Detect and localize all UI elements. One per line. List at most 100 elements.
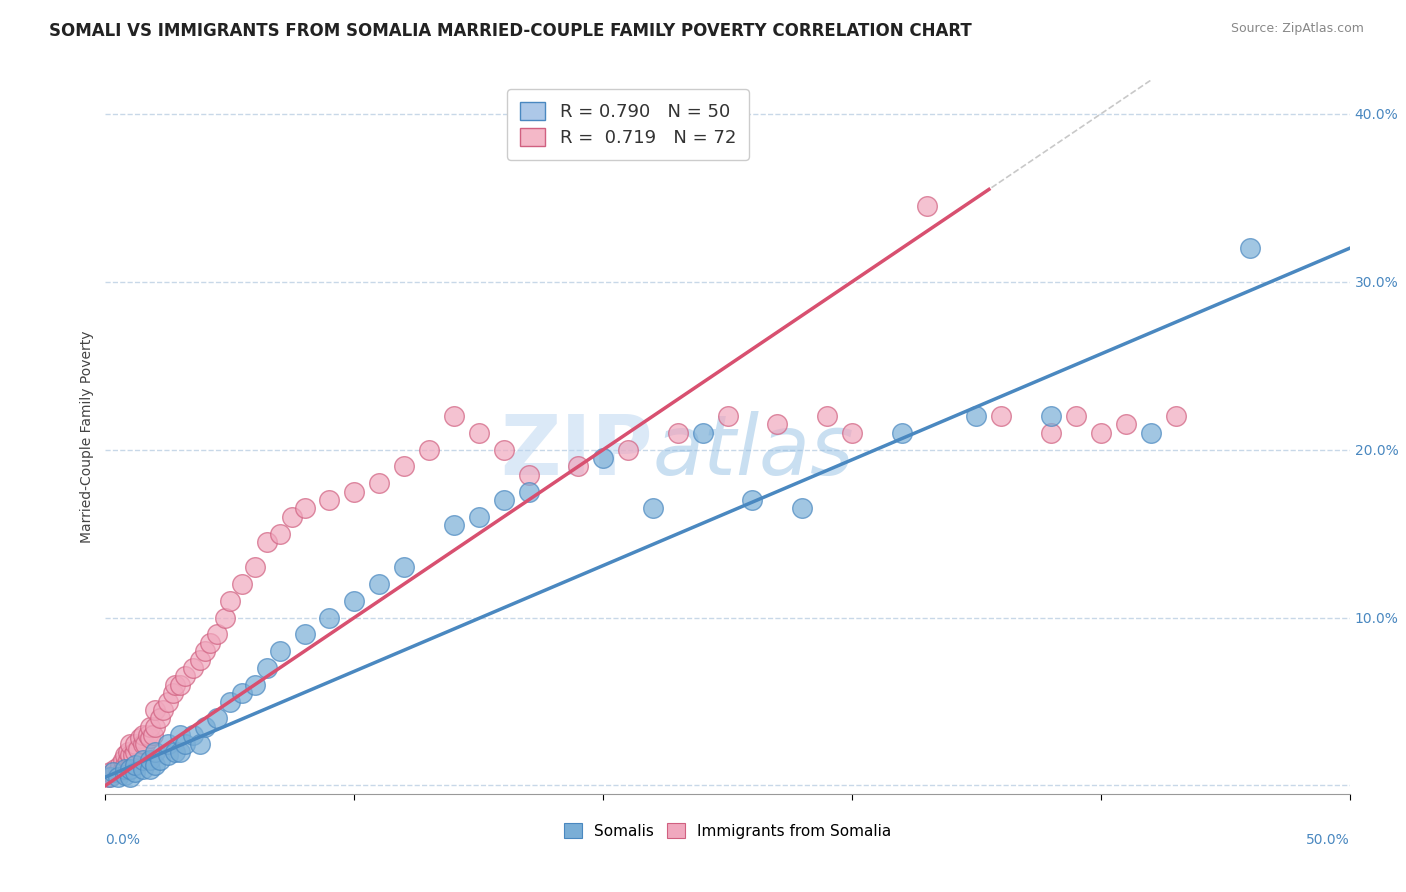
- Point: [1115, 417, 1137, 432]
- Text: Source: ZipAtlas.com: Source: ZipAtlas.com: [1230, 22, 1364, 36]
- Point: [120, 770, 142, 784]
- Point: [156, 748, 179, 763]
- Point: [343, 484, 366, 499]
- Text: 0.0%: 0.0%: [105, 833, 141, 847]
- Point: [243, 560, 266, 574]
- Point: [517, 484, 540, 499]
- Point: [418, 442, 440, 457]
- Point: [965, 409, 987, 423]
- Point: [110, 758, 132, 772]
- Point: [219, 694, 242, 708]
- Point: [165, 745, 187, 759]
- Point: [1139, 425, 1161, 440]
- Point: [256, 535, 278, 549]
- Point: [188, 652, 211, 666]
- Point: [1090, 425, 1112, 440]
- Point: [343, 594, 366, 608]
- Point: [194, 720, 217, 734]
- Point: [392, 560, 415, 574]
- Point: [915, 199, 938, 213]
- Point: [165, 678, 187, 692]
- Point: [815, 409, 838, 423]
- Point: [666, 425, 689, 440]
- Point: [156, 694, 179, 708]
- Point: [269, 526, 291, 541]
- Point: [1164, 409, 1187, 423]
- Point: [132, 762, 155, 776]
- Point: [124, 745, 146, 759]
- Point: [194, 644, 217, 658]
- Point: [174, 737, 197, 751]
- Text: ZIP: ZIP: [501, 411, 652, 491]
- Point: [741, 493, 763, 508]
- Point: [162, 686, 184, 700]
- Point: [990, 409, 1012, 423]
- Point: [97, 770, 120, 784]
- Point: [132, 728, 155, 742]
- Point: [188, 737, 211, 751]
- Point: [111, 762, 134, 776]
- Point: [492, 442, 515, 457]
- Point: [567, 459, 589, 474]
- Point: [1040, 409, 1063, 423]
- Point: [392, 459, 415, 474]
- Point: [617, 442, 640, 457]
- Point: [890, 425, 912, 440]
- Point: [169, 728, 191, 742]
- Point: [1239, 241, 1261, 255]
- Point: [214, 610, 236, 624]
- Point: [269, 644, 291, 658]
- Point: [517, 467, 540, 482]
- Point: [136, 728, 159, 742]
- Point: [318, 493, 340, 508]
- Point: [219, 594, 242, 608]
- Point: [139, 731, 162, 746]
- Point: [174, 669, 197, 683]
- Point: [717, 409, 740, 423]
- Point: [120, 748, 142, 763]
- Point: [592, 451, 614, 466]
- Point: [152, 703, 174, 717]
- Point: [841, 425, 863, 440]
- Point: [117, 753, 139, 767]
- Point: [101, 768, 124, 782]
- Point: [143, 745, 166, 759]
- Point: [1064, 409, 1087, 423]
- Point: [139, 720, 162, 734]
- Point: [107, 765, 129, 780]
- Point: [198, 636, 221, 650]
- Point: [467, 425, 489, 440]
- Point: [114, 748, 136, 763]
- Point: [792, 501, 814, 516]
- Point: [256, 661, 278, 675]
- Point: [641, 501, 664, 516]
- Point: [149, 711, 172, 725]
- Point: [443, 409, 465, 423]
- Point: [132, 737, 155, 751]
- Y-axis label: Married-Couple Family Poverty: Married-Couple Family Poverty: [80, 331, 94, 543]
- Point: [114, 758, 136, 772]
- Point: [142, 728, 165, 742]
- Point: [121, 748, 143, 763]
- Point: [129, 731, 152, 746]
- Point: [127, 741, 149, 756]
- Point: [107, 770, 129, 784]
- Point: [181, 661, 204, 675]
- Point: [231, 686, 253, 700]
- Point: [169, 745, 191, 759]
- Point: [117, 745, 139, 759]
- Text: atlas: atlas: [652, 411, 855, 491]
- Point: [443, 518, 465, 533]
- Point: [134, 737, 156, 751]
- Legend: Somalis, Immigrants from Somalia: Somalis, Immigrants from Somalia: [558, 817, 897, 845]
- Point: [100, 770, 122, 784]
- Text: 50.0%: 50.0%: [1306, 833, 1350, 847]
- Point: [114, 768, 136, 782]
- Point: [124, 758, 146, 772]
- Point: [139, 762, 162, 776]
- Point: [143, 720, 166, 734]
- Text: SOMALI VS IMMIGRANTS FROM SOMALIA MARRIED-COUPLE FAMILY POVERTY CORRELATION CHAR: SOMALI VS IMMIGRANTS FROM SOMALIA MARRIE…: [49, 22, 972, 40]
- Point: [368, 577, 391, 591]
- Point: [120, 737, 142, 751]
- Point: [294, 501, 316, 516]
